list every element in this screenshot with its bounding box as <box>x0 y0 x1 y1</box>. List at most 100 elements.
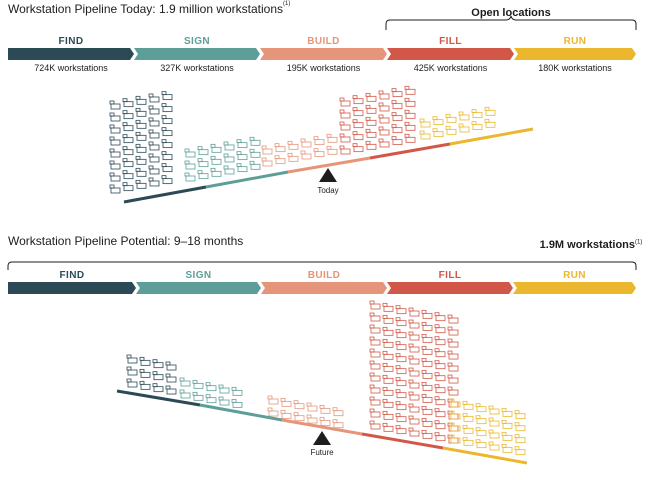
workstation-icon <box>261 145 273 155</box>
count-fill: 425K workstations <box>413 63 488 73</box>
workstation-icon <box>352 131 364 141</box>
workstation-icon <box>421 321 433 331</box>
workstation-icon <box>148 153 160 163</box>
workstation-icon <box>223 153 235 163</box>
workstation-icon <box>434 384 446 394</box>
workstation-icon <box>501 443 513 453</box>
open-locations-label: Open locations <box>471 7 551 19</box>
open-locations-bracket <box>385 15 637 30</box>
workstation-icon <box>161 163 173 173</box>
workstation-icon <box>210 143 222 153</box>
workstation-icon <box>274 143 286 153</box>
workstation-icon <box>434 348 446 358</box>
sign-arrow-2 <box>136 282 261 294</box>
workstation-icon <box>300 138 312 148</box>
workstation-icon <box>382 398 394 408</box>
workstation-icon <box>280 409 292 419</box>
workstation-icon <box>447 422 459 432</box>
stage-label-sign: SIGN <box>183 36 211 47</box>
workstation-icon <box>352 95 364 105</box>
workstation-icon <box>378 114 390 124</box>
workstation-icon <box>352 119 364 129</box>
workstation-icon <box>161 127 173 137</box>
total-bracket <box>7 261 637 270</box>
workstation-icon <box>236 139 248 149</box>
workstation-icon <box>161 103 173 113</box>
workstation-icon <box>514 410 526 420</box>
fill-arrow <box>387 48 514 60</box>
workstation-icon <box>408 367 420 377</box>
workstation-icon <box>109 148 121 158</box>
workstation-icon <box>365 140 377 150</box>
workstation-icon <box>484 118 496 128</box>
workstation-icon <box>365 92 377 102</box>
workstation-icon <box>475 403 487 413</box>
workstation-icon <box>382 314 394 324</box>
workstation-icon <box>408 331 420 341</box>
workstation-icon <box>126 354 138 364</box>
workstation-icon <box>395 329 407 339</box>
workstation-icon <box>432 116 444 126</box>
workstation-icon <box>471 109 483 119</box>
workstation-icon <box>109 136 121 146</box>
workstation-icon <box>249 136 261 146</box>
workstation-icon <box>421 405 433 415</box>
workstation-icon <box>126 366 138 376</box>
workstation-icon <box>122 110 134 120</box>
workstation-icon <box>395 365 407 375</box>
workstation-icon <box>395 389 407 399</box>
count-sign: 327K workstations <box>160 63 234 73</box>
workstation-icon <box>391 112 403 122</box>
workstation-icon <box>369 360 381 370</box>
workstation-icon <box>161 151 173 161</box>
workstation-icon <box>447 338 459 348</box>
workstation-icon <box>449 434 461 444</box>
workstation-icon <box>179 389 191 399</box>
workstation-icon <box>319 404 331 414</box>
workstation-icon <box>210 155 222 165</box>
workstation-icon <box>395 305 407 315</box>
workstation-icon <box>475 415 487 425</box>
workstation-icon <box>148 141 160 151</box>
find-arrow-2 <box>8 282 136 294</box>
workstation-icon <box>313 148 325 158</box>
workstation-icon <box>395 413 407 423</box>
workstation-icon <box>447 326 459 336</box>
workstation-icon <box>274 155 286 165</box>
workstation-icon <box>395 401 407 411</box>
workstation-icon <box>109 172 121 182</box>
workstation-icon <box>391 124 403 134</box>
workstation-icon <box>382 350 394 360</box>
workstation-icon <box>326 145 338 155</box>
workstation-icon <box>313 136 325 146</box>
stage-label-find-2: FIND <box>59 270 85 281</box>
workstation-icon <box>148 105 160 115</box>
workstation-icon <box>135 107 147 117</box>
workstation-icon <box>135 143 147 153</box>
workstation-icon <box>462 412 474 422</box>
workstation-icon <box>135 155 147 165</box>
run-arrow <box>514 48 636 60</box>
workstation-icon <box>434 324 446 334</box>
workstation-icon <box>148 93 160 103</box>
stage-label-build-2: BUILD <box>307 270 341 281</box>
today-title: Workstation Pipeline Today: 1.9 million … <box>8 1 291 16</box>
run-ramp-2 <box>442 446 528 465</box>
workstation-icon <box>192 379 204 389</box>
workstation-icon <box>432 128 444 138</box>
workstation-icon <box>475 427 487 437</box>
sign-arrow <box>134 48 260 60</box>
workstation-icon <box>382 302 394 312</box>
sign-ramp <box>205 170 289 189</box>
workstation-icon <box>148 129 160 139</box>
workstation-icon <box>434 336 446 346</box>
workstation-icon <box>484 106 496 116</box>
workstation-icon <box>404 109 416 119</box>
workstation-icon <box>280 397 292 407</box>
stage-label-sign-2: SIGN <box>185 270 212 281</box>
workstation-icon <box>434 432 446 442</box>
workstation-icon <box>139 380 151 390</box>
workstation-icon <box>261 157 273 167</box>
workstation-icon <box>408 403 420 413</box>
workstation-icon <box>421 357 433 367</box>
